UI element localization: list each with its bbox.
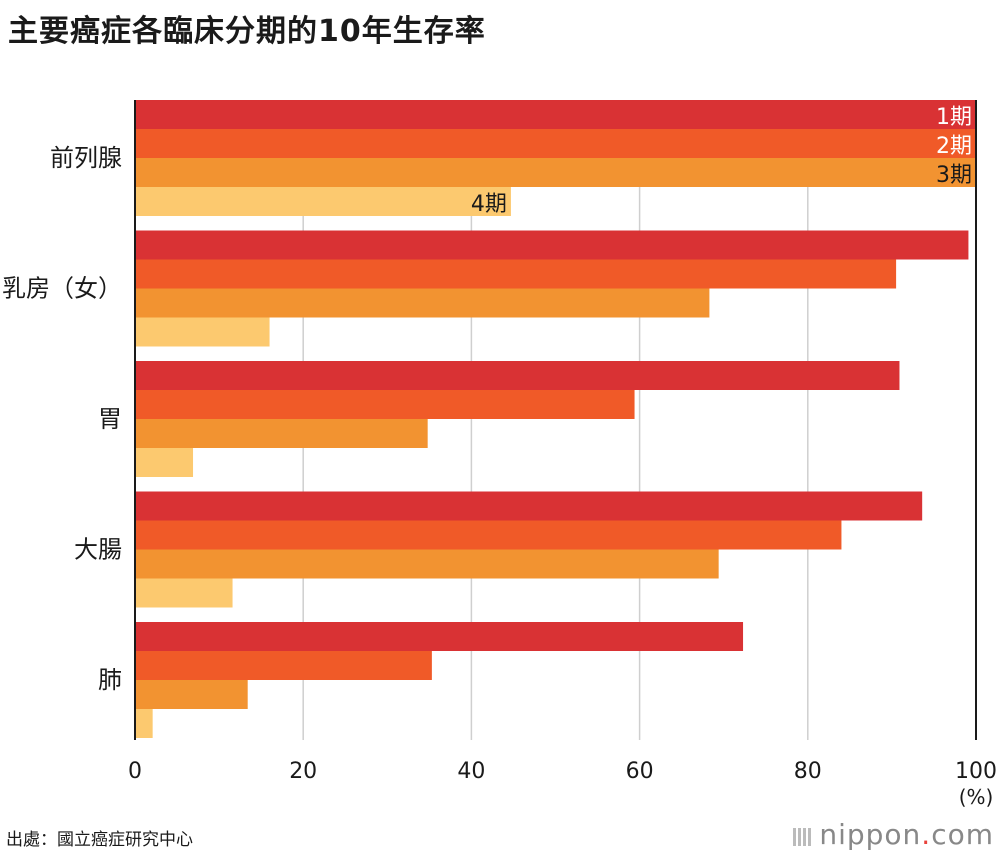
x-tick-label: 60 [626,759,654,784]
bar-3 [135,419,428,448]
x-unit-label: (%) [959,785,994,809]
x-tick-label: 0 [128,759,142,784]
series-label: 1期 [936,105,972,130]
bar-2 [135,520,842,550]
category-label: 前列腺 [50,144,122,172]
chart-title: 主要癌症各臨床分期的10年生存率 [8,14,486,49]
bar-2 [135,390,635,419]
x-tick-label: 20 [289,759,317,784]
bar-4 [135,709,153,738]
logo-tld: com [931,817,994,851]
series-label: 2期 [936,134,972,159]
bar-4 [135,187,511,216]
bar-1 [135,100,976,129]
bar-2 [135,259,897,289]
bar-3 [135,549,719,579]
bar-1 [135,491,923,521]
bar-1 [135,622,744,651]
category-label: 乳房（女） [2,275,122,303]
category-label: 胃 [98,405,122,433]
series-label: 3期 [936,163,972,188]
x-tick-label: 80 [794,759,822,784]
bar-3 [135,680,248,709]
logo-mark-icon [793,819,813,852]
bar-2 [135,129,976,158]
x-tick-label: 40 [457,759,485,784]
series-label: 4期 [471,192,507,217]
nippon-logo: nippon.com [793,818,994,853]
source-note: 出處：國立癌症研究中心 [6,830,193,850]
logo-name: nippon [819,817,922,851]
category-label: 肺 [98,666,122,694]
category-label: 大腸 [74,536,122,564]
bar-4 [135,448,194,477]
bar-4 [135,317,270,347]
bar-1 [135,230,969,260]
bar-3 [135,158,976,187]
x-tick-label: 100 [955,759,997,784]
bar-2 [135,651,432,680]
bar-4 [135,578,233,608]
logo-dot: . [921,817,932,851]
bar-1 [135,361,900,390]
bar-3 [135,288,710,318]
